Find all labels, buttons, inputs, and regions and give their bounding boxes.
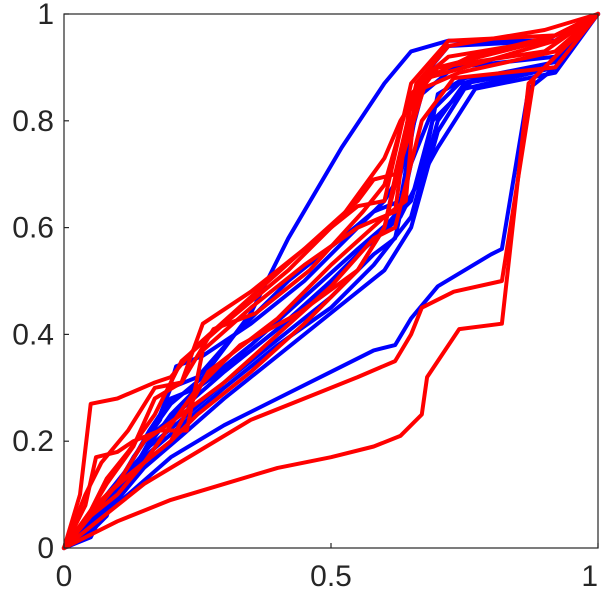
x-tick-label: 1 bbox=[581, 560, 598, 593]
y-tick-label: 0.6 bbox=[12, 212, 54, 245]
series-line-19 bbox=[62, 12, 600, 550]
ticks-layer: 0 0.5 1 0 0.2 0.4 0.6 0.8 1 bbox=[12, 0, 599, 593]
y-tick-label: 1 bbox=[37, 0, 54, 31]
y-tick-label: 0.4 bbox=[12, 318, 54, 351]
series-layer bbox=[62, 12, 600, 550]
y-tick-label: 0.8 bbox=[12, 105, 54, 138]
x-tick-label: 0.5 bbox=[310, 560, 352, 593]
x-tick-label: 0 bbox=[56, 560, 73, 593]
series-line-10 bbox=[62, 12, 600, 550]
y-tick-label: 0 bbox=[37, 532, 54, 565]
series-line-17 bbox=[62, 12, 600, 550]
series-line-16 bbox=[62, 12, 600, 550]
series-line-7 bbox=[62, 12, 600, 550]
series-line-21 bbox=[62, 12, 600, 550]
series-line-13 bbox=[62, 12, 600, 550]
y-tick-label: 0.2 bbox=[12, 425, 54, 458]
